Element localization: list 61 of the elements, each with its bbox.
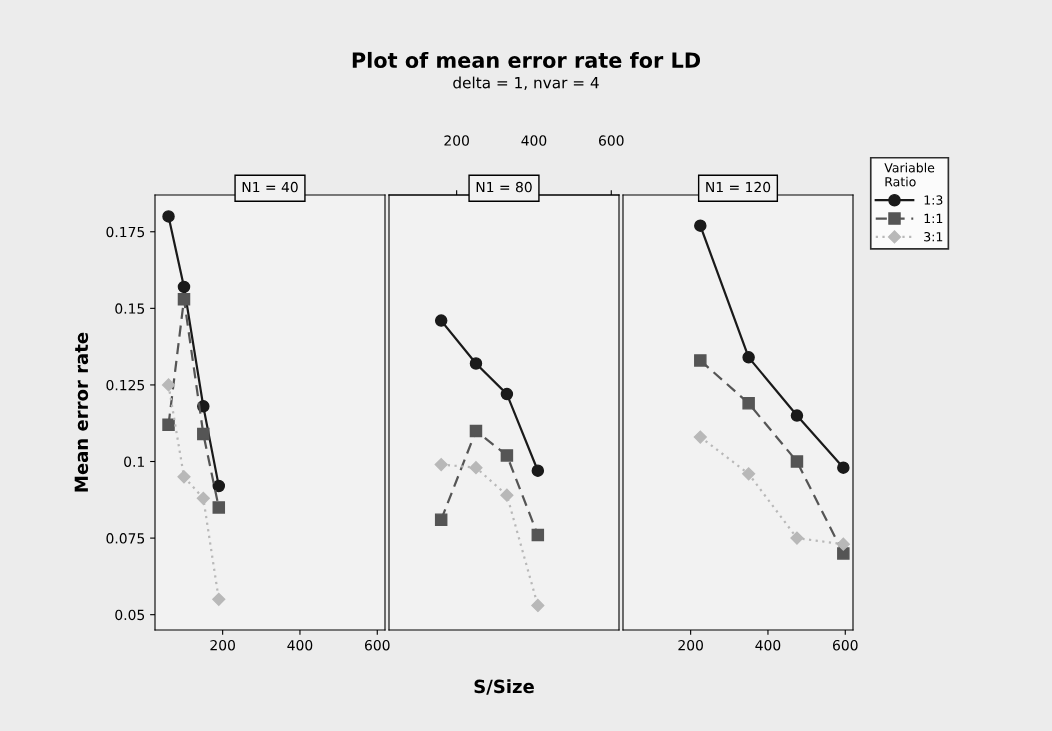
point [742, 397, 755, 410]
point [531, 598, 545, 613]
x-tick-label: 200 [678, 639, 703, 651]
point [212, 592, 226, 606]
y-tick-label: 0.175 [106, 226, 145, 238]
point [500, 449, 514, 462]
point [162, 418, 175, 432]
point [790, 531, 804, 545]
x-axis-title: S/Size [474, 679, 534, 695]
point [531, 464, 545, 477]
point [177, 280, 191, 294]
point [212, 501, 226, 514]
point [434, 457, 448, 472]
x2-tick-label: 400 [521, 135, 547, 146]
chart-title: N1 = 120 [706, 181, 771, 193]
x2-tick-label: 200 [444, 135, 469, 146]
y-tick-label: 0.1 [124, 456, 144, 467]
legend-label: 1:1 [924, 213, 943, 223]
point [162, 210, 175, 223]
x-tick-label: 600 [832, 639, 858, 651]
point [469, 461, 483, 475]
point [742, 351, 755, 364]
chart-title: N1 = 80 [476, 181, 532, 193]
legend-label: 1:3 [924, 195, 943, 205]
point [837, 461, 850, 474]
point [500, 488, 514, 502]
point [212, 479, 226, 493]
x-tick-label: 200 [210, 639, 235, 651]
x-tick-label: 400 [287, 639, 313, 651]
point [694, 219, 707, 232]
text: delta = 1, nvar = 4 [453, 76, 599, 90]
y-tick-label: 0.15 [115, 303, 145, 314]
point [500, 387, 514, 401]
point [177, 470, 191, 484]
point [790, 409, 804, 422]
point [469, 357, 483, 370]
y-tick-label: 0.05 [115, 609, 145, 621]
point [693, 430, 707, 444]
point [694, 354, 707, 367]
point [837, 547, 850, 560]
chart-title: N1 = 40 [242, 181, 298, 193]
y-axis-title: Mean error rate [74, 332, 89, 492]
point [196, 491, 210, 505]
x-tick-label: 400 [755, 639, 781, 651]
point [434, 314, 448, 327]
legend-title: Variable Ratio [884, 162, 935, 187]
x2-tick-label: 600 [598, 135, 624, 146]
point [742, 467, 756, 481]
legend-label: 3:1 [924, 232, 943, 242]
point [790, 455, 804, 468]
point [434, 513, 448, 526]
point [197, 427, 210, 441]
point [836, 537, 850, 551]
point [469, 424, 483, 438]
point [531, 528, 545, 542]
point [177, 292, 191, 306]
x-tick-label: 600 [364, 639, 390, 651]
point [161, 378, 176, 392]
y-tick-label: 0.075 [106, 533, 145, 544]
y-tick-label: 0.125 [106, 379, 145, 391]
text: Plot of mean error rate for LD [352, 51, 701, 69]
